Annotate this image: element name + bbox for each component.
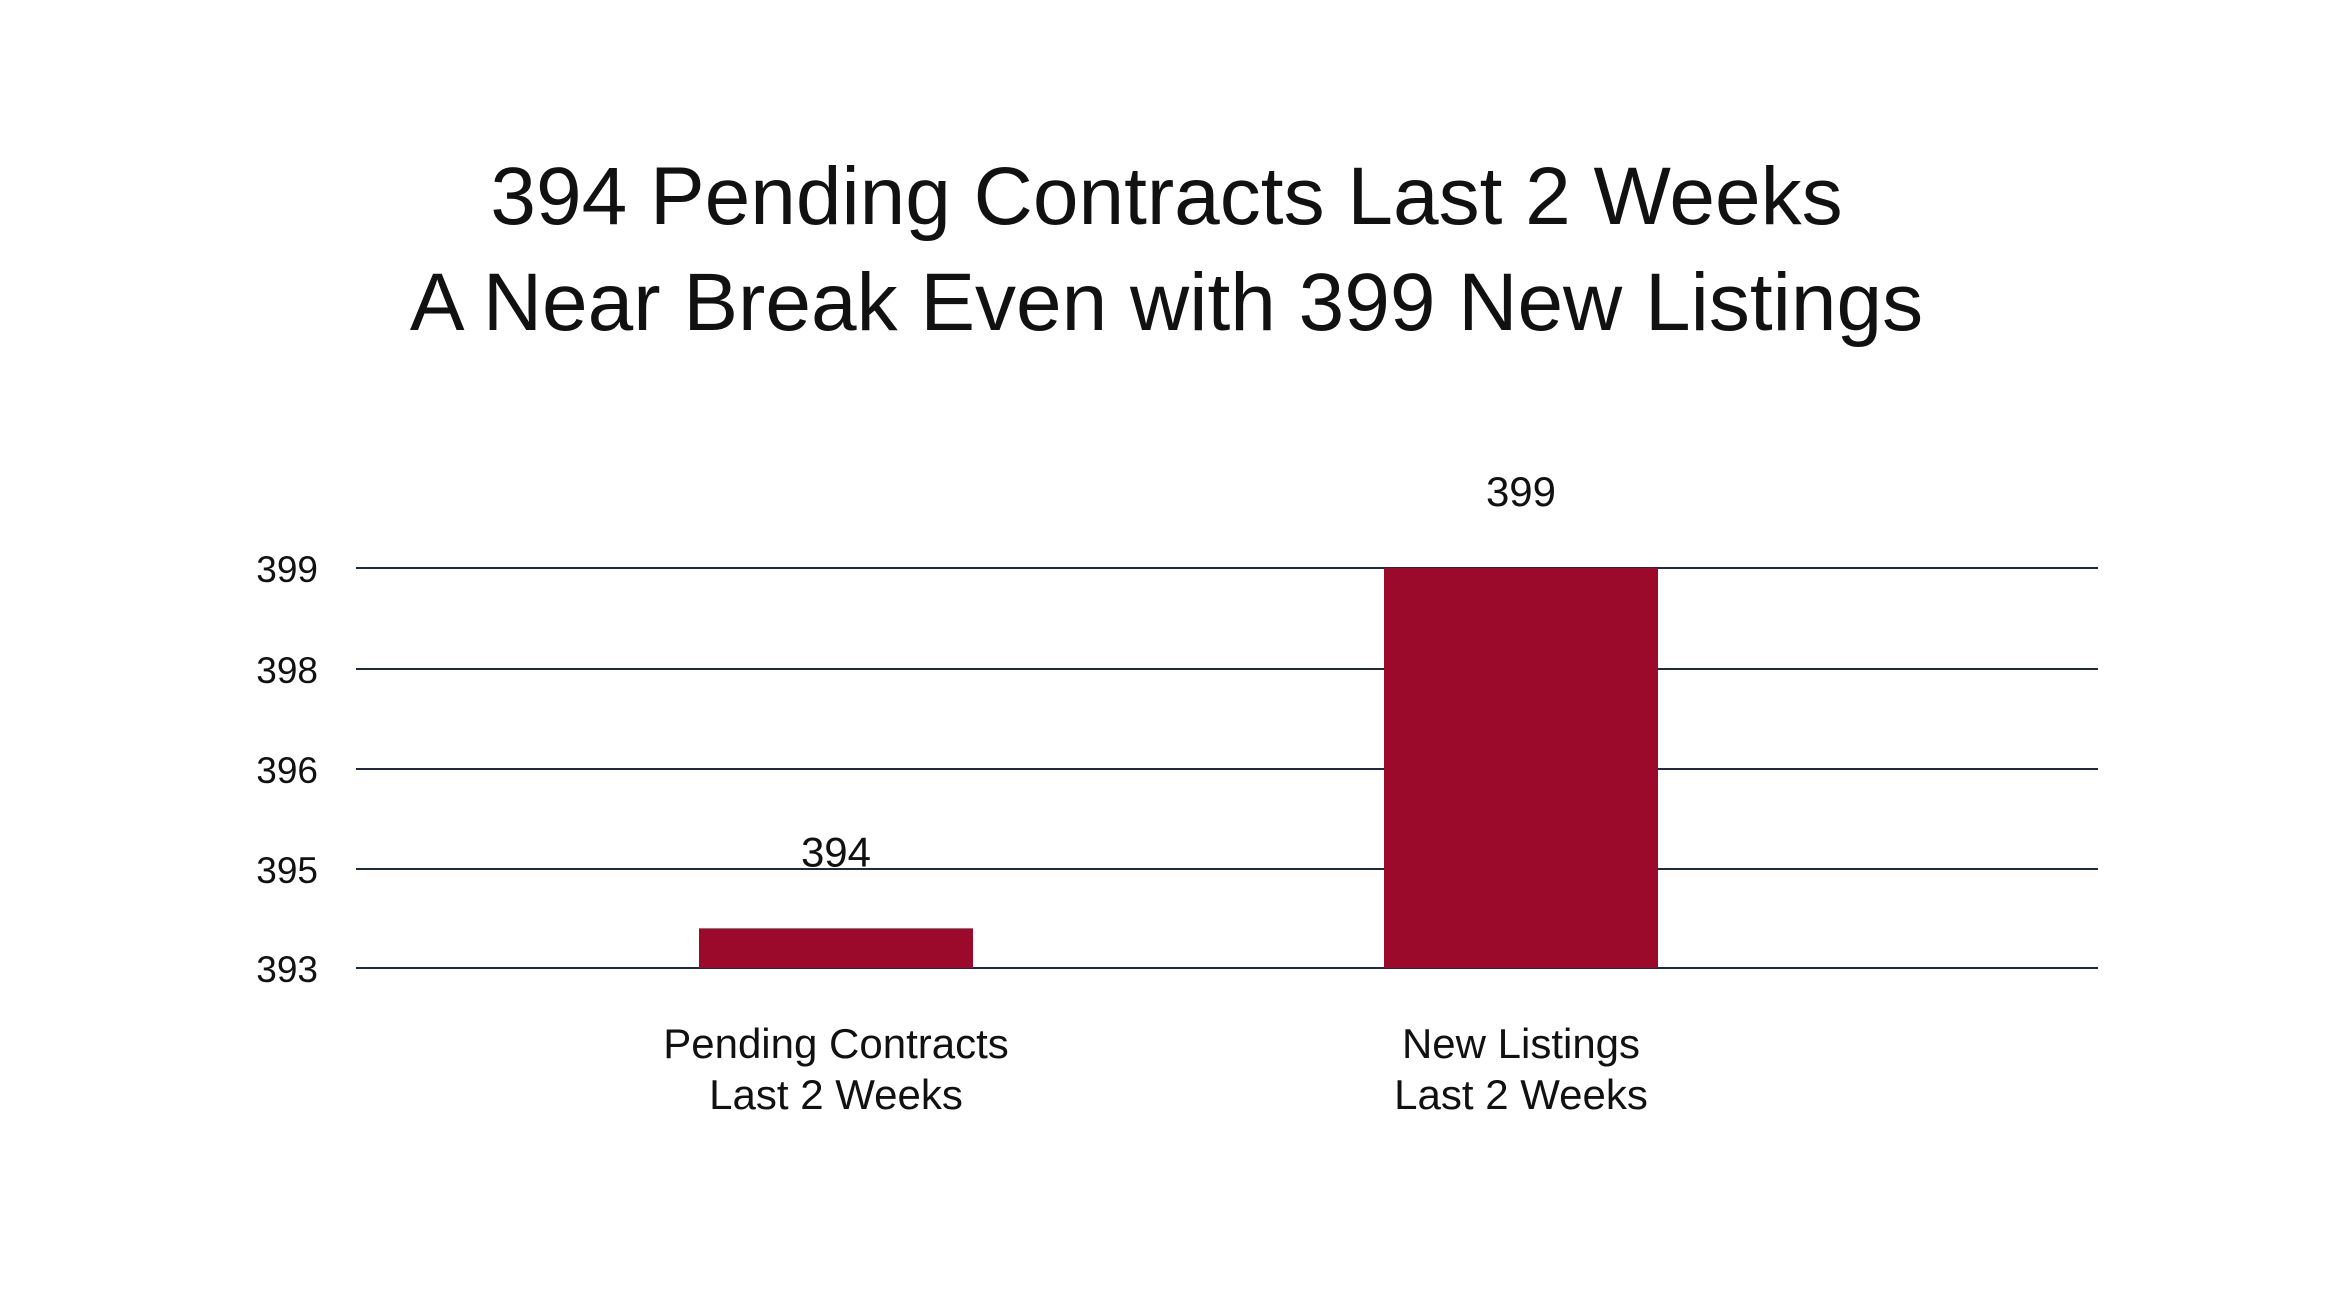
data-label: 399	[1486, 468, 1556, 515]
bar	[1384, 568, 1658, 968]
category-label: New Listings	[1402, 1020, 1640, 1067]
y-tick-label: 393	[256, 949, 318, 990]
y-tick-label: 399	[256, 549, 318, 590]
bar	[699, 928, 973, 968]
category-label: Last 2 Weeks	[709, 1071, 963, 1118]
y-tick-label: 398	[256, 650, 318, 691]
category-label: Last 2 Weeks	[1394, 1071, 1648, 1118]
data-label: 394	[801, 828, 871, 875]
chart-title-line-2: A Near Break Even with 399 New Listings	[409, 257, 1924, 348]
chart-title-line-1: 394 Pending Contracts Last 2 Weeks	[490, 151, 1843, 242]
y-tick-label: 396	[256, 750, 318, 791]
category-label: Pending Contracts	[663, 1020, 1009, 1067]
y-tick-label: 395	[256, 850, 318, 891]
